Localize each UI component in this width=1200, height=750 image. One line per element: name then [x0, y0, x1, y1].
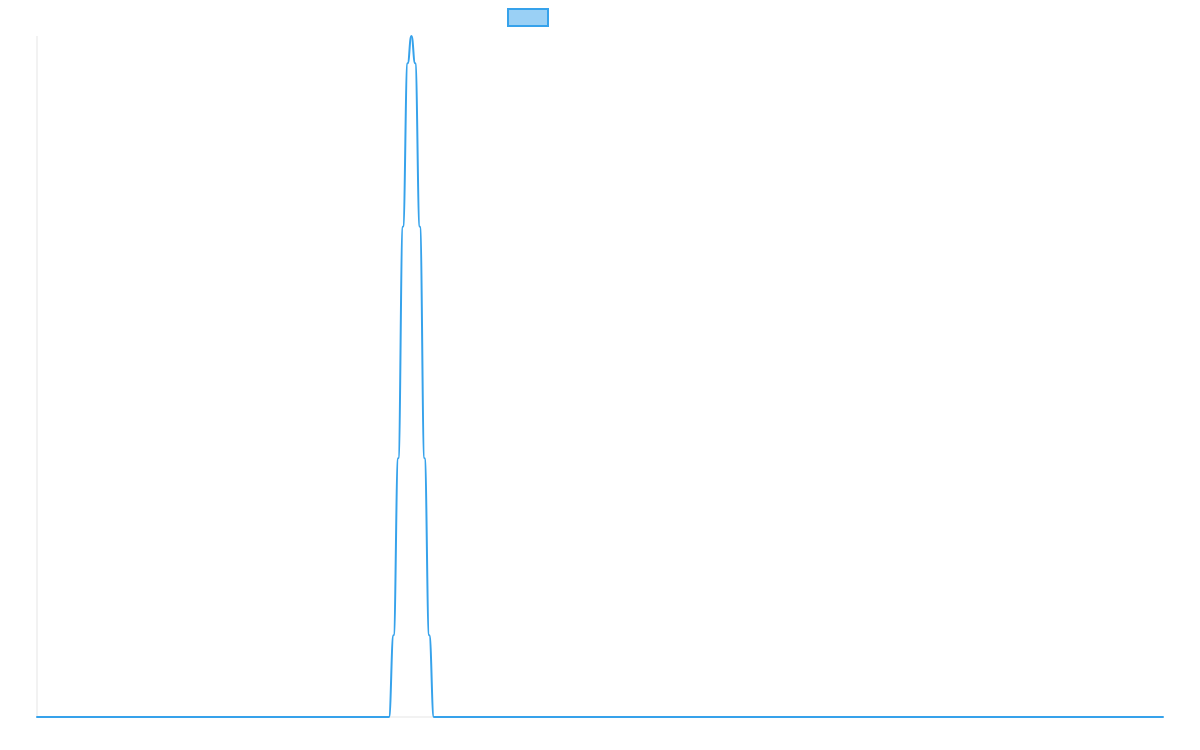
- axes-group: [36, 36, 1163, 718]
- series-layer: [36, 35, 1164, 719]
- legend-swatch[interactable]: [507, 8, 549, 27]
- series-line-0: [36, 35, 1164, 719]
- legend[interactable]: [507, 8, 549, 27]
